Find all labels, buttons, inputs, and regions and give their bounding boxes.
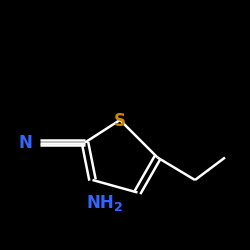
Text: NH: NH <box>86 194 114 212</box>
Text: S: S <box>114 112 126 130</box>
Text: N: N <box>18 134 32 152</box>
Text: 2: 2 <box>114 201 123 214</box>
